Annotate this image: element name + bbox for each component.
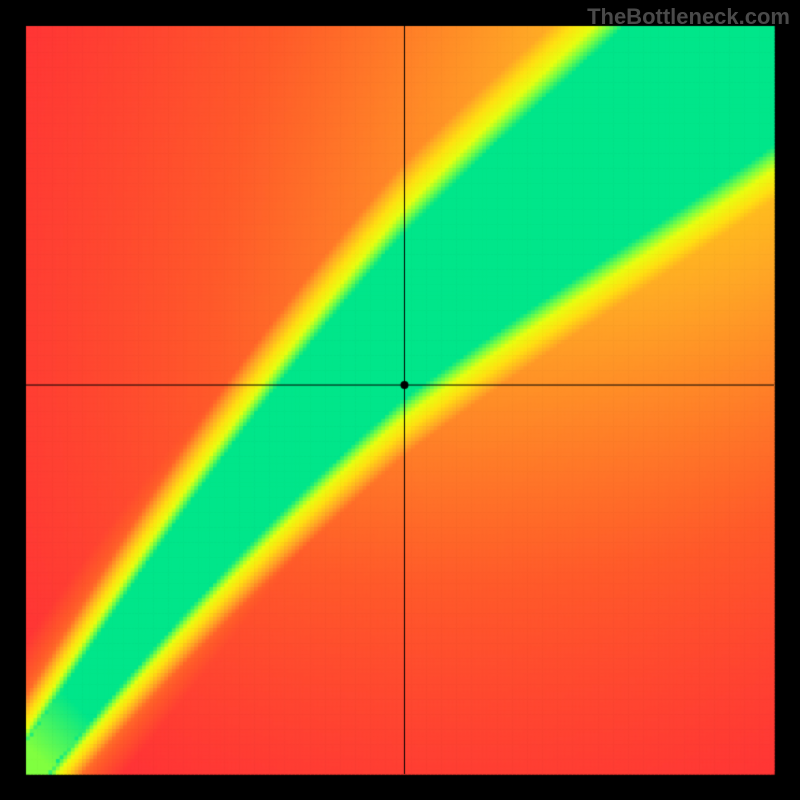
chart-container: TheBottleneck.com [0, 0, 800, 800]
watermark-text: TheBottleneck.com [587, 4, 790, 30]
bottleneck-heatmap-canvas [0, 0, 800, 800]
